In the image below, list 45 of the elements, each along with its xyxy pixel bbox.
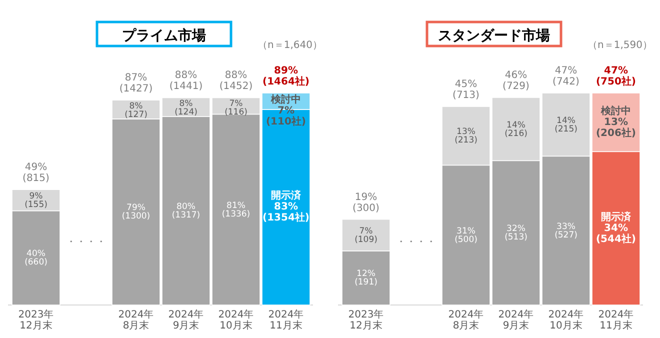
x-tick-label: 2024年11月末 — [598, 308, 634, 332]
total-label: 88% (1452) — [219, 70, 253, 92]
x-tick-label: 2024年9月末 — [168, 308, 204, 332]
total-label: 45% (713) — [452, 79, 480, 102]
data-label: 12% (191) — [354, 269, 378, 288]
x-tick-label: 2023年12月末 — [18, 308, 54, 332]
total-label: 47% (750社) — [596, 66, 636, 88]
x-tick-label: 2024年8月末 — [448, 308, 484, 332]
x-tick-label: 2024年9月末 — [498, 308, 534, 332]
x-tick-label: 2024年8月末 — [118, 308, 154, 332]
annotation: ・・・・ — [66, 237, 106, 248]
x-tick-label: 2024年10月末 — [218, 308, 254, 332]
total-label: 88% (1441) — [169, 70, 203, 92]
x-tick-label: 2024年10月末 — [548, 308, 584, 332]
data-label: 80% (1317) — [172, 202, 200, 221]
chart-subtitle: （n＝1,640） — [258, 40, 322, 51]
total-label: 46% (729) — [502, 70, 530, 92]
data-label: 8% (124) — [174, 98, 198, 118]
data-label: 開示済 34% (544社) — [596, 210, 636, 245]
data-label: 32% (513) — [504, 224, 528, 243]
data-label: 開示済 83% (1354社) — [262, 190, 310, 224]
chart-subtitle: （n＝1,590） — [588, 40, 652, 51]
data-label: 7% (109) — [354, 226, 378, 245]
data-label: 14% (216) — [504, 120, 528, 139]
data-label: 9% (155) — [24, 191, 48, 210]
total-label: 87% (1427) — [119, 72, 153, 95]
total-label: 19% (300) — [352, 192, 380, 214]
data-label: 33% (527) — [554, 222, 578, 240]
data-label: 検討中 13% (206社) — [596, 104, 636, 139]
data-label: 8% (127) — [124, 101, 148, 120]
total-label: 47% (742) — [552, 66, 580, 88]
x-tick-label: 2023年12月末 — [348, 308, 384, 332]
data-label: 13% (213) — [454, 127, 478, 146]
data-label: 14% (215) — [554, 116, 578, 134]
chart-title: スタンダード市場 — [438, 27, 550, 44]
annotation: ・・・・ — [396, 237, 436, 248]
data-label: 79% (1300) — [122, 203, 150, 222]
total-label: 89% (1464社) — [262, 66, 310, 88]
chart-title: プライム市場 — [122, 27, 206, 44]
data-label: 40% (660) — [24, 249, 48, 268]
data-label: 81% (1336) — [222, 200, 250, 220]
x-tick-label: 2024年11月末 — [268, 308, 304, 332]
data-label: 7% (116) — [224, 98, 248, 118]
data-label: 31% (500) — [454, 226, 478, 245]
total-label: 49% (815) — [22, 162, 50, 184]
